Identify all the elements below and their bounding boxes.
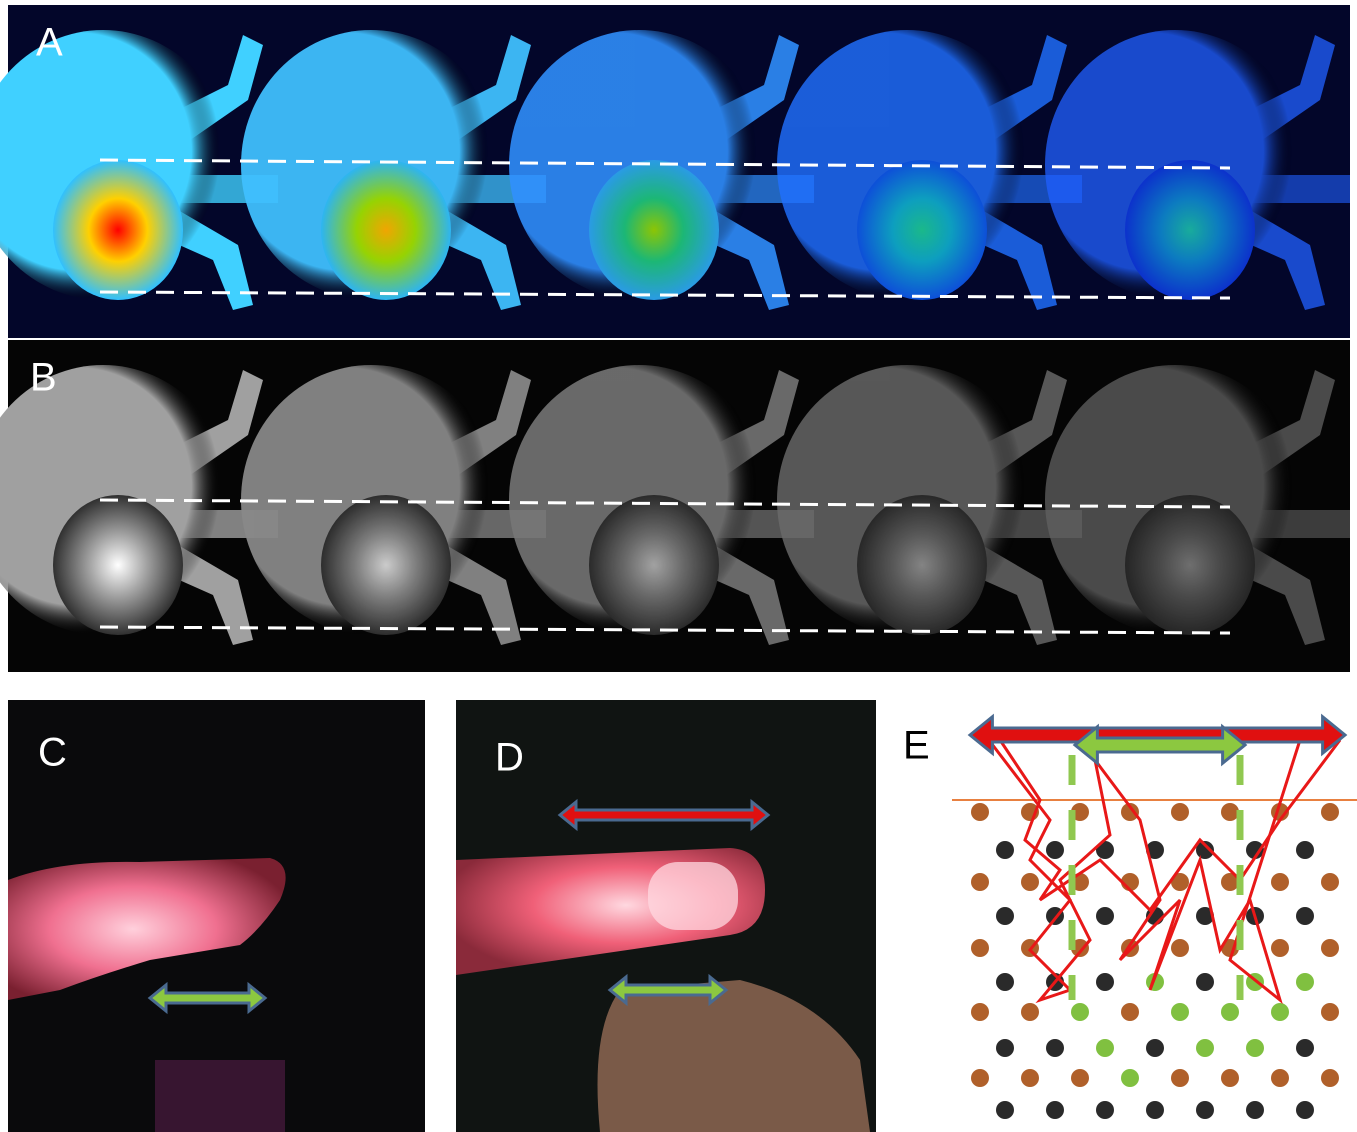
- particle: [1221, 1069, 1239, 1087]
- particle: [971, 939, 989, 957]
- particle: [1096, 1039, 1114, 1057]
- particle: [1171, 939, 1189, 957]
- particle: [1196, 973, 1214, 991]
- photon-path: [985, 735, 1300, 1000]
- particle: [1146, 1039, 1164, 1057]
- tumor: [321, 495, 451, 635]
- particle: [996, 907, 1014, 925]
- particle: [971, 1003, 989, 1021]
- particle: [1121, 1003, 1139, 1021]
- tumor: [1125, 495, 1255, 635]
- particle: [1221, 1003, 1239, 1021]
- panel-label: A: [36, 21, 63, 65]
- particle: [1221, 803, 1239, 821]
- particle: [1021, 873, 1039, 891]
- tumor: [589, 495, 719, 635]
- figure: A B C D E: [0, 0, 1357, 1132]
- particle: [1046, 1039, 1064, 1057]
- tumor: [53, 495, 183, 635]
- particle: [1271, 873, 1289, 891]
- tumor: [1125, 160, 1255, 300]
- particle: [1271, 1069, 1289, 1087]
- particle: [971, 1069, 989, 1087]
- particle: [1171, 1003, 1189, 1021]
- tumor: [53, 160, 183, 300]
- particle: [1021, 1003, 1039, 1021]
- particle: [971, 873, 989, 891]
- particle: [996, 841, 1014, 859]
- fingernail-d: [648, 862, 738, 930]
- particle: [1321, 1003, 1339, 1021]
- light-source-c: [155, 1060, 285, 1132]
- tumor: [321, 160, 451, 300]
- panel-label: B: [30, 356, 57, 400]
- particle: [996, 1101, 1014, 1119]
- particle: [1246, 1101, 1264, 1119]
- particle: [1096, 973, 1114, 991]
- tumor: [857, 495, 987, 635]
- particle: [1246, 1039, 1264, 1057]
- particle: [1271, 1003, 1289, 1021]
- particle: [1196, 1039, 1214, 1057]
- particle: [996, 973, 1014, 991]
- panel-label: D: [495, 736, 524, 780]
- panel-label: C: [38, 731, 67, 775]
- particle: [1096, 1101, 1114, 1119]
- particle: [1296, 1039, 1314, 1057]
- particle: [1271, 939, 1289, 957]
- particle: [1146, 1101, 1164, 1119]
- particle: [1321, 939, 1339, 957]
- tumor: [857, 160, 987, 300]
- particle: [1296, 841, 1314, 859]
- particle: [1121, 1069, 1139, 1087]
- particle: [1071, 1003, 1089, 1021]
- tumor: [589, 160, 719, 300]
- particle: [1071, 1069, 1089, 1087]
- particle: [996, 1039, 1014, 1057]
- particle: [1321, 1069, 1339, 1087]
- photon-path: [1000, 740, 1340, 910]
- particle: [1046, 1101, 1064, 1119]
- particle: [1171, 1069, 1189, 1087]
- panel-label: E: [903, 724, 930, 768]
- page: A B C D E (() => { const data = JSON.par…: [0, 0, 1357, 1132]
- particle: [1296, 973, 1314, 991]
- particle: [1296, 907, 1314, 925]
- particle: [1321, 803, 1339, 821]
- particle: [1321, 873, 1339, 891]
- particle: [1096, 907, 1114, 925]
- particle: [1196, 1101, 1214, 1119]
- particle: [1046, 841, 1064, 859]
- particle: [1171, 803, 1189, 821]
- particle: [971, 803, 989, 821]
- particle: [1021, 1069, 1039, 1087]
- scatter-diagram: [952, 717, 1357, 1119]
- particle: [1296, 1101, 1314, 1119]
